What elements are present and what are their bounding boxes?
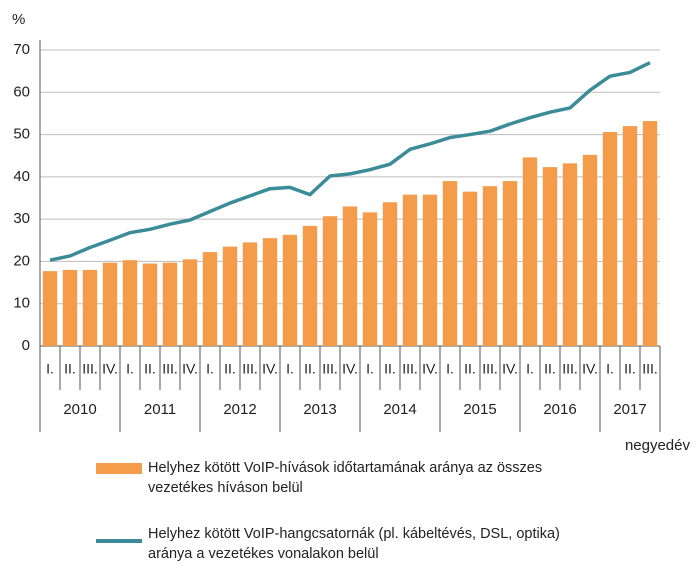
x-tick-label: II. [624,361,636,377]
x-tick-label: IV. [422,361,438,377]
x-tick-label: I. [46,361,54,377]
bar [582,154,598,346]
bar [182,259,198,346]
x-tick-label: II. [384,361,396,377]
bar [82,269,98,346]
year-label: 2013 [303,401,336,418]
x-tick-label: I. [446,361,454,377]
bar [642,121,658,346]
x-tick-label: I. [206,361,214,377]
y-axis-label: % [12,11,25,28]
bar [542,167,558,346]
y-tick-label: 10 [13,295,30,312]
bar [622,126,638,346]
year-label: 2016 [543,401,576,418]
bar [482,186,498,346]
x-tick-label: I. [286,361,294,377]
bar [602,132,618,346]
bar [522,157,538,346]
legend-label: Helyhez kötött VoIP-hangcsatornák (pl. k… [148,526,560,562]
x-tick-label: III. [642,361,658,377]
bar [462,191,478,346]
y-tick-label: 30 [13,210,30,227]
x-tick-label: IV. [182,361,198,377]
x-tick-label: IV. [502,361,518,377]
y-tick-label: 50 [13,126,30,143]
legend-line-swatch [96,539,142,543]
year-label: 2011 [144,401,176,418]
x-axis-label: negyedév [625,437,691,454]
x-tick-label: II. [304,361,316,377]
bar [42,271,58,346]
x-tick-label: III. [402,361,418,377]
bar [242,242,258,346]
bar [322,216,338,346]
x-tick-label: IV. [102,361,118,377]
bar [502,181,518,346]
year-label: 2015 [463,401,496,418]
x-tick-label: I. [126,361,134,377]
bar [202,252,218,346]
legend-bar-swatch [96,463,142,474]
x-tick-label: III. [162,361,178,377]
bar [422,194,438,346]
y-tick-label: 60 [13,83,30,100]
line [49,61,651,262]
x-tick-label: II. [544,361,556,377]
bar [342,206,358,346]
x-tick-label: III. [82,361,98,377]
year-label: 2010 [63,401,96,418]
x-tick-label: I. [606,361,614,377]
x-tick-label: I. [366,361,374,377]
bar [142,263,158,346]
x-tick-label: I. [526,361,534,377]
bar [162,262,178,346]
x-tick-label: IV. [582,361,598,377]
y-tick-label: 0 [22,337,30,354]
bar [442,181,458,346]
bar [122,260,138,346]
bar [382,202,398,346]
x-tick-label: III. [562,361,578,377]
y-tick-label: 40 [13,168,30,185]
x-tick-label: IV. [342,361,358,377]
year-label: 2012 [223,401,256,418]
bar [282,234,298,346]
bar [222,246,238,346]
bar [262,238,278,346]
x-tick-label: IV. [262,361,278,377]
bar [302,225,318,346]
x-tick-label: III. [482,361,498,377]
year-label: 2017 [613,401,646,418]
legend-label: Helyhez kötött VoIP-hívások időtartamána… [148,460,543,496]
bar [562,163,578,346]
x-tick-label: II. [64,361,76,377]
year-label: 2014 [383,401,416,418]
bar [402,194,418,346]
x-tick-label: II. [464,361,476,377]
bar [362,212,378,346]
x-tick-label: III. [322,361,338,377]
bar [102,262,118,346]
y-tick-label: 20 [13,252,30,269]
bar [62,269,78,346]
x-tick-label: III. [242,361,258,377]
x-tick-label: II. [224,361,236,377]
x-tick-label: II. [144,361,156,377]
y-tick-label: 70 [13,41,30,58]
